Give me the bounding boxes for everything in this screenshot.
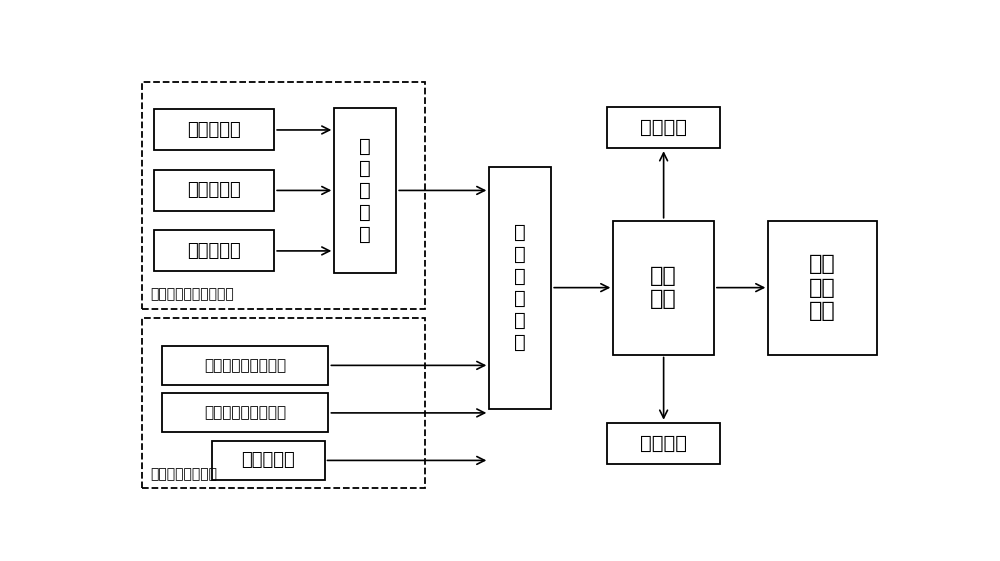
Text: 温度传感器: 温度传感器: [187, 121, 241, 139]
Bar: [142, 82, 425, 309]
Bar: [613, 220, 714, 355]
Text: 电气参数检测模块: 电气参数检测模块: [150, 467, 217, 481]
Text: 湿度传感器: 湿度传感器: [187, 181, 241, 199]
Bar: [212, 441, 325, 480]
Text: 停电检测器: 停电检测器: [242, 452, 295, 470]
Bar: [154, 170, 274, 211]
Bar: [768, 220, 877, 355]
Text: 噪音传感器: 噪音传感器: [187, 242, 241, 260]
Text: 无线
通信
模块: 无线 通信 模块: [809, 255, 836, 321]
Bar: [607, 107, 720, 148]
Bar: [489, 167, 551, 408]
Bar: [607, 422, 720, 463]
Bar: [154, 231, 274, 272]
Text: 数
据
采
集
器: 数 据 采 集 器: [359, 137, 371, 244]
Text: 微控
制器: 微控 制器: [650, 266, 677, 309]
Bar: [142, 318, 425, 489]
Bar: [162, 393, 328, 433]
Text: 报警模块: 报警模块: [640, 118, 687, 137]
Text: 显示模块: 显示模块: [640, 434, 687, 453]
Bar: [334, 108, 396, 273]
Bar: [162, 346, 328, 385]
Text: 单相交流电流传感器: 单相交流电流传感器: [204, 358, 286, 373]
Text: 信
号
接
口
模
块: 信 号 接 口 模 块: [514, 223, 526, 352]
Text: 三相交流电压传感器: 三相交流电压传感器: [204, 406, 286, 420]
Bar: [154, 109, 274, 150]
Text: 环境参数传感检测模块: 环境参数传感检测模块: [150, 287, 234, 301]
